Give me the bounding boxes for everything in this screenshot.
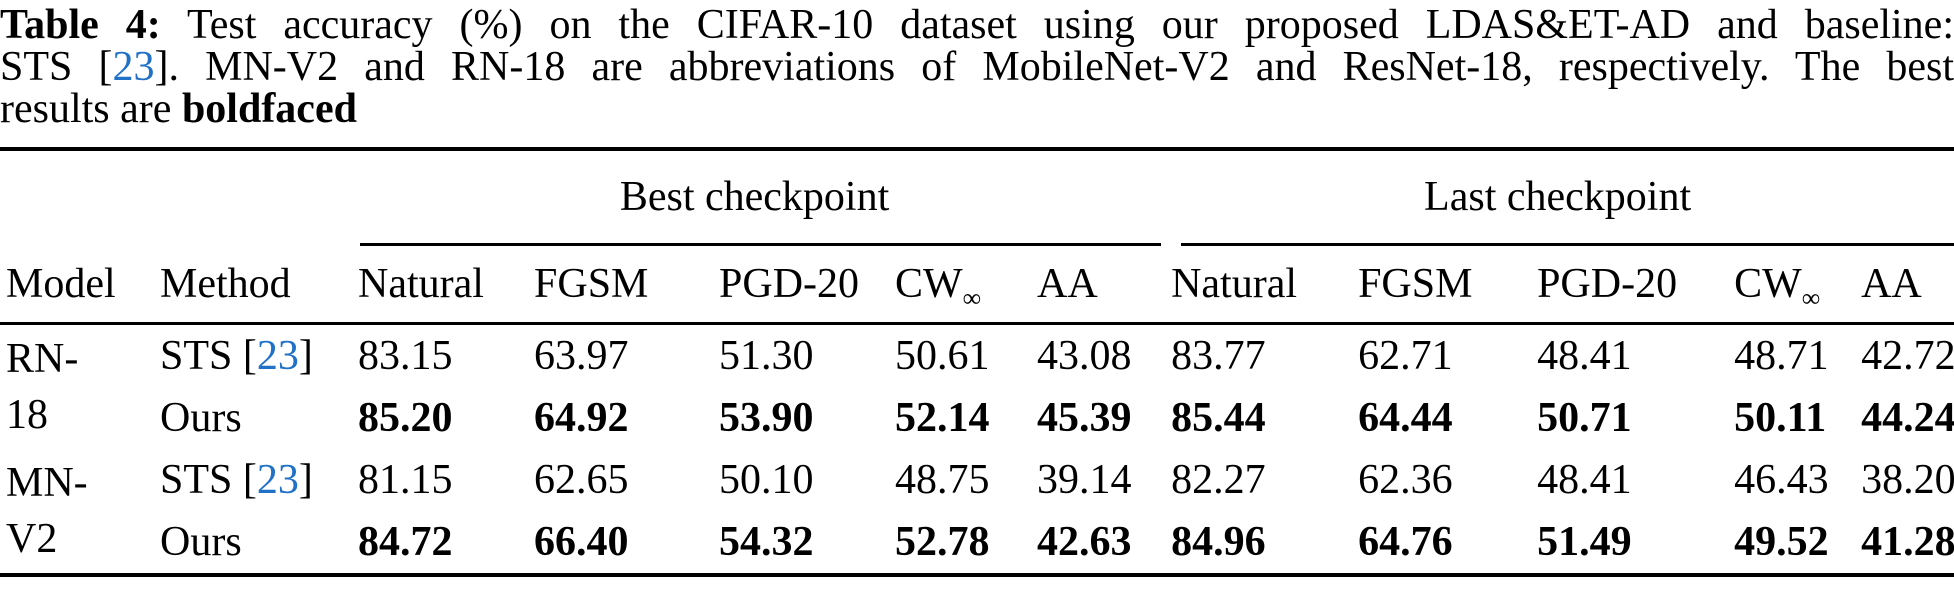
cell-last-fgsm: 64.44 [1358,395,1453,441]
cell-best-aa: 39.14 [1037,457,1132,503]
cell-last-cw: 46.43 [1734,457,1829,503]
cell-best-fgsm: 66.40 [534,519,629,565]
col-header-aa-last: AA [1861,261,1922,307]
col-header-cw-last: CW∞ [1724,246,1851,322]
method-cell-sts: STS [23] [150,449,348,511]
cell-last-cw: 50.11 [1734,395,1827,441]
cell-last-cw: 48.71 [1734,333,1829,379]
caption-text-3: results are [0,86,182,132]
col-header-model: Model [6,261,116,307]
cell-last-pgd20: 48.41 [1537,457,1632,503]
cell-best-cw: 48.75 [895,457,990,503]
model-label: RN-18 [6,336,79,438]
method-label-suffix: ] [298,333,313,379]
cell-best-pgd20: 50.10 [719,457,814,503]
cell-best-fgsm: 62.65 [534,457,629,503]
cell-best-natural: 84.72 [358,519,453,565]
cell-best-cw: 50.61 [895,333,990,379]
table-row-rn18-sts: RN-18 STS [23] 83.15 63.97 51.30 50.61 4… [0,325,1954,438]
rule-under-last-checkpoint [1181,243,1954,246]
cell-best-fgsm: 64.92 [534,395,629,441]
caption-text-2b: ]. MN-V2 and RN-18 are abbreviations of … [154,44,1954,90]
method-cell-ours: Ours [160,519,242,565]
cell-best-pgd20: 53.90 [719,395,814,441]
cell-best-pgd20: 54.32 [719,519,814,565]
table-row-mnv2-ours: Ours 84.72 66.40 54.32 52.78 42.63 84.96… [0,511,1954,575]
col-header-natural-last: Natural [1171,261,1298,307]
caption-bold-word: boldfaced [181,86,357,132]
method-label: STS [ [160,333,257,379]
col-header-natural-best: Natural [358,261,484,307]
table-row-rn18-ours: Ours 85.20 64.92 53.90 52.14 45.39 85.44… [0,387,1954,449]
model-cell-rn18: RN-18 [0,325,150,449]
citation-link-23[interactable]: 23 [256,457,299,503]
infinity-subscript: ∞ [1801,283,1821,313]
cell-last-cw: 49.52 [1734,519,1829,565]
cell-best-natural: 85.20 [358,395,453,441]
cell-best-aa: 45.39 [1037,395,1132,441]
caption-label: Table 4: [0,2,161,48]
cell-last-pgd20: 51.49 [1537,519,1632,565]
caption-text-2a: STS [ [0,44,113,90]
model-label: MN-V2 [6,460,88,562]
group-header-spacer [0,149,348,243]
table-caption: Table 4: Test accuracy (%) on the CIFAR-… [0,4,1954,130]
model-cell-mnv2: MN-V2 [0,449,150,575]
table-midrule [0,322,1954,325]
citation-link-23[interactable]: 23 [112,44,155,90]
col-header-cw-best: CW∞ [885,246,1027,322]
cell-best-aa: 43.08 [1037,333,1132,379]
col-header-fgsm-last: FGSM [1358,261,1473,307]
cell-best-pgd20: 51.30 [719,333,814,379]
cell-last-fgsm: 62.36 [1358,457,1453,503]
caption-text-1: Test accuracy (%) on the CIFAR-10 datase… [160,2,1954,48]
caption-line-3: results are boldfaced [0,88,1954,130]
cell-best-aa: 42.63 [1037,519,1132,565]
cell-last-natural: 83.77 [1171,333,1266,379]
cell-best-cw: 52.78 [895,519,990,565]
cw-label: CW [895,261,963,307]
cmidrule-row [0,243,1954,246]
col-header-aa-best: AA [1037,261,1098,307]
cell-last-natural: 84.96 [1171,519,1266,565]
citation-link-23[interactable]: 23 [256,333,299,379]
method-cell-ours: Ours [160,395,242,441]
infinity-subscript: ∞ [962,283,982,313]
cell-last-fgsm: 64.76 [1358,519,1453,565]
col-header-pgd20-last: PGD-20 [1537,261,1678,307]
cell-last-aa: 42.72 [1861,333,1954,379]
group-header-best: Best checkpoint [619,174,890,220]
cell-last-aa: 38.20 [1861,457,1954,503]
cell-last-natural: 85.44 [1171,395,1266,441]
method-cell-sts: STS [23] [150,325,348,387]
group-header-last: Last checkpoint [1424,174,1692,220]
cell-last-aa: 44.24 [1861,395,1954,441]
col-header-method: Method [160,261,291,307]
cell-best-cw: 52.14 [895,395,990,441]
cell-last-fgsm: 62.71 [1358,333,1453,379]
caption-line-2: STS [23]. MN-V2 and RN-18 are abbreviati… [0,46,1954,88]
cell-last-pgd20: 50.71 [1537,395,1632,441]
cell-best-natural: 83.15 [358,333,453,379]
method-label-suffix: ] [298,457,313,503]
table-row-mnv2-sts: MN-V2 STS [23] 81.15 62.65 50.10 48.75 3… [0,449,1954,562]
cell-last-natural: 82.27 [1171,457,1266,503]
cell-best-fgsm: 63.97 [534,333,629,379]
group-header-row: Best checkpoint Last checkpoint [0,149,1954,243]
cell-last-pgd20: 48.41 [1537,333,1632,379]
rule-under-best-checkpoint [360,243,1162,246]
caption-line-1: Table 4: Test accuracy (%) on the CIFAR-… [0,4,1954,46]
method-label: STS [ [160,457,257,503]
midrule-row [0,322,1954,325]
cell-last-aa: 41.28 [1861,519,1954,565]
cell-best-natural: 81.15 [358,457,453,503]
col-header-fgsm-best: FGSM [534,261,649,307]
cw-label: CW [1734,261,1802,307]
column-header-row: Model Method Natural FGSM PGD-20 CW∞ AA … [0,246,1954,322]
results-table: Best checkpoint Last checkpoint Model Me… [0,147,1954,577]
col-header-pgd20-best: PGD-20 [719,261,860,307]
